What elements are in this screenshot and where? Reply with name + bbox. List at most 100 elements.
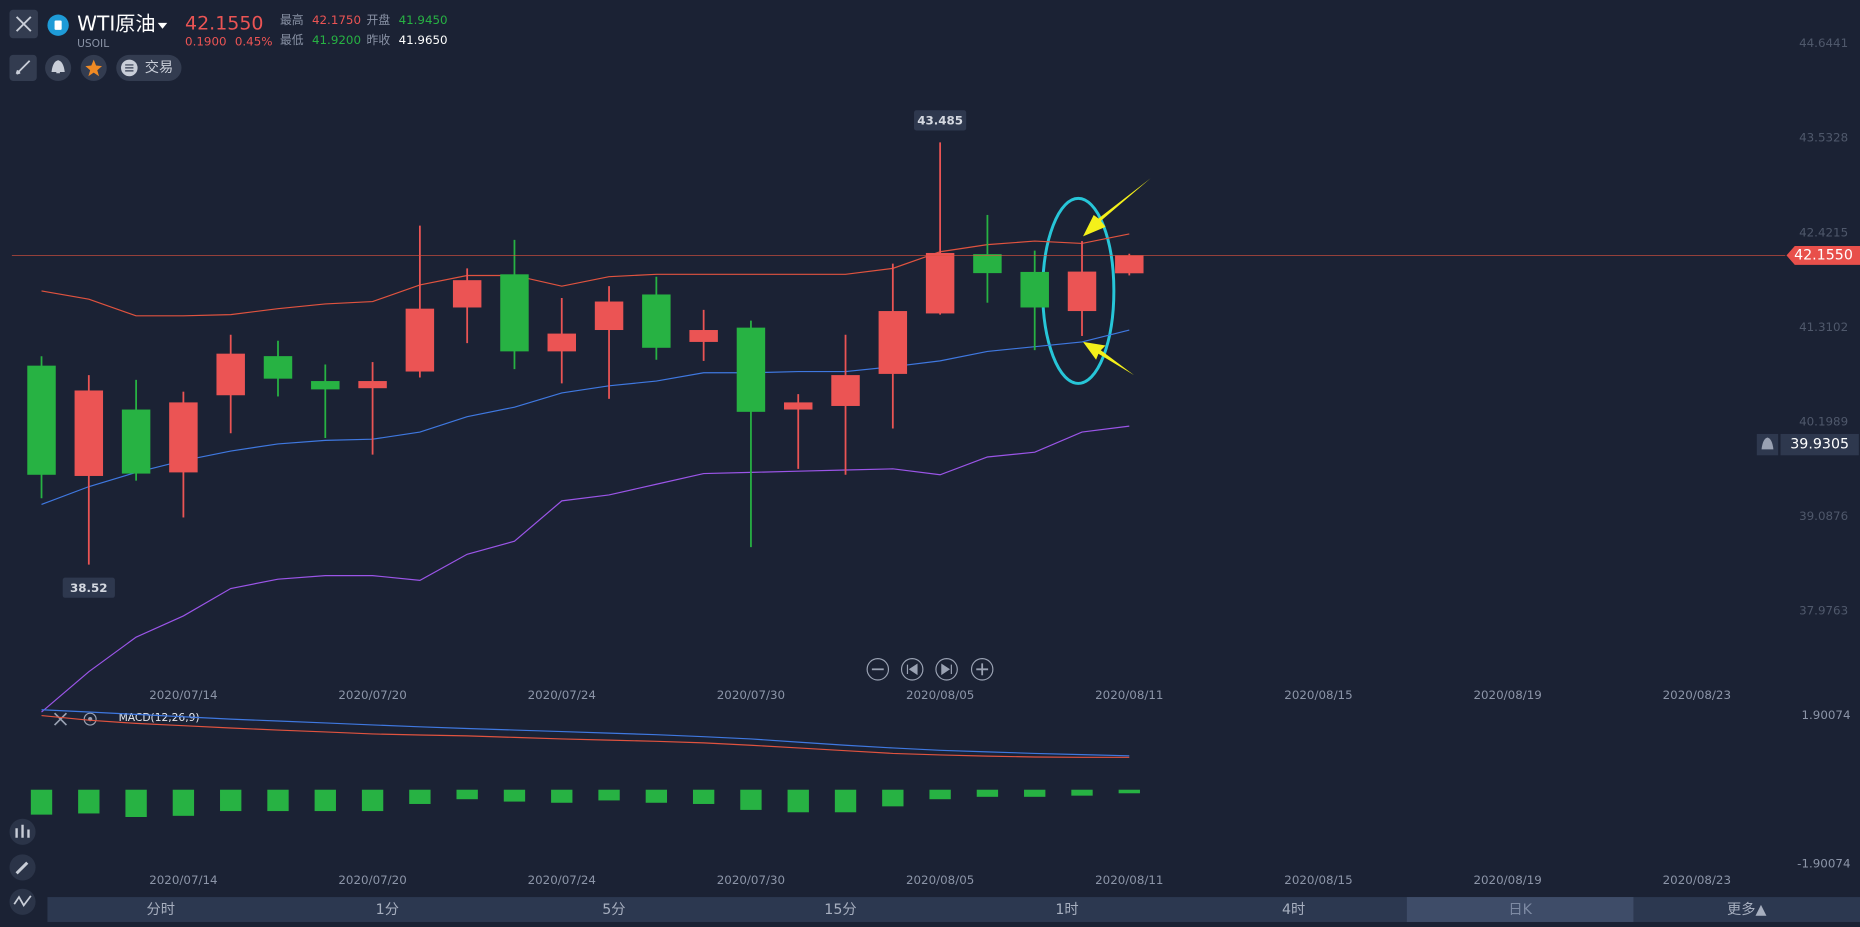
timeframe-item[interactable]: 1分 (376, 901, 399, 918)
date-label: 2020/08/19 (1473, 688, 1541, 702)
candle-body (27, 365, 56, 475)
jump-end[interactable] (935, 658, 958, 681)
favorite-button[interactable] (80, 54, 107, 81)
candle-body (358, 381, 387, 389)
last-price-tag (1786, 245, 1860, 265)
zoom-in[interactable] (970, 658, 994, 681)
timeframe-bar: 分时 1分 5分 15分 1时 4时 日K 更多▲ (47, 897, 1860, 922)
price-tick-label: 39.0876 (1799, 509, 1848, 523)
macd-bar (172, 789, 195, 816)
date-label: 2020/07/24 (528, 688, 596, 702)
macd-bar (598, 789, 620, 801)
date-label: 2020/08/05 (906, 688, 974, 702)
macd-bar (503, 789, 526, 802)
alert-tag (1780, 433, 1859, 456)
timeframe-item[interactable]: 15分 (824, 901, 856, 918)
candle-body (452, 280, 482, 308)
candle-body (263, 356, 293, 379)
candle-body (216, 353, 245, 396)
timeframe-selected (1406, 897, 1634, 922)
indicator-tool[interactable] (9, 818, 36, 845)
symbol-dropdown[interactable] (157, 22, 168, 29)
macd-bar (976, 789, 999, 797)
close-button[interactable] (9, 9, 38, 39)
timeframe-item[interactable]: 1时 (1055, 901, 1078, 918)
date-label: 2020/08/15 (1284, 688, 1352, 702)
macd-bar (314, 789, 336, 812)
alert-label: 39.9305 (1790, 437, 1849, 453)
price-tick-label: 42.4215 (1799, 225, 1848, 239)
date-label: 2020/08/23 (1663, 688, 1731, 702)
candle-body (831, 375, 860, 406)
date-label: 2020/07/14 (149, 688, 217, 702)
stat-label: 昨收 (367, 33, 391, 47)
stat-label: 最高 (280, 13, 304, 27)
macd-bar (834, 789, 857, 813)
extreme-tag-bg (62, 577, 115, 598)
timeframe-item[interactable]: 更多▲ (1727, 901, 1766, 918)
macd-tick-label: 1.90074 (1801, 708, 1850, 722)
stat-value: 41.9450 (399, 13, 448, 27)
date-label: 2020/08/05 (906, 873, 974, 887)
candle-body (311, 381, 340, 390)
candle-body (878, 311, 908, 374)
chart-type-tool[interactable] (9, 888, 36, 915)
draw-tool-button[interactable] (9, 54, 37, 81)
macd-bar (551, 789, 573, 803)
candle-body (594, 301, 624, 331)
candle-body (169, 402, 198, 473)
arrow-annotation (1083, 178, 1151, 237)
candle-body (74, 390, 104, 476)
extreme-tag-bg (914, 110, 967, 131)
candle-body (1067, 271, 1097, 312)
timeframe-item[interactable]: 分时 (147, 901, 175, 918)
macd-bar (125, 789, 147, 818)
last-price: 42.1550 (185, 13, 263, 35)
date-label: 2020/08/23 (1663, 873, 1731, 887)
indicator-line (41, 233, 1130, 317)
extreme-label: 38.52 (70, 581, 108, 595)
date-label: 2020/07/30 (717, 688, 785, 702)
jump-start[interactable] (900, 658, 924, 681)
indicator-line (41, 329, 1130, 505)
symbol-name[interactable]: WTI原油 (77, 12, 155, 36)
date-label: 2020/08/11 (1095, 873, 1163, 887)
stat-value: 41.9650 (399, 33, 448, 47)
trade-label[interactable]: 交易 (145, 58, 173, 76)
date-label: 2020/08/11 (1095, 688, 1163, 702)
timeframe-item[interactable]: 4时 (1282, 901, 1305, 918)
macd-bar (456, 789, 478, 800)
indicator-line (41, 425, 1130, 713)
macd-bar (30, 789, 53, 815)
candle-body (736, 327, 766, 412)
stat-value: 42.1750 (312, 13, 361, 27)
timeframe-item[interactable]: 日K (1508, 902, 1532, 918)
price-tick-label: 41.3102 (1799, 320, 1848, 334)
macd-bar (409, 789, 431, 804)
macd-line (41, 714, 1130, 758)
alert-button[interactable] (45, 54, 72, 81)
date-label: 2020/08/15 (1284, 873, 1352, 887)
macd-bar (692, 789, 715, 804)
arrow-annotation (1083, 341, 1135, 376)
indicator-remove[interactable] (53, 712, 68, 726)
alert-bell (1761, 437, 1774, 450)
macd-line (41, 709, 1130, 757)
pen-tool[interactable] (9, 854, 36, 881)
timeframe-item[interactable]: 5分 (602, 901, 625, 918)
date-label: 2020/07/30 (717, 873, 785, 887)
price-change: 0.1900 (185, 34, 227, 48)
candle-body (547, 333, 576, 352)
price-tick-label: 44.6441 (1799, 36, 1848, 50)
zoom-out[interactable] (866, 658, 890, 681)
date-label: 2020/07/20 (338, 873, 406, 887)
trade-button[interactable]: 交易 (116, 54, 182, 81)
stat-value: 41.9200 (312, 33, 361, 47)
macd-bar (1118, 789, 1140, 794)
date-label: 2020/07/20 (338, 688, 406, 702)
price-tick-label: 37.9763 (1799, 603, 1848, 617)
macd-bar (929, 789, 951, 800)
